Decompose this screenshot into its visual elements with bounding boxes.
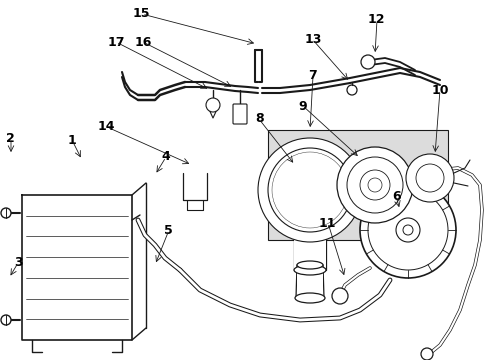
Circle shape	[289, 170, 329, 210]
Circle shape	[281, 161, 338, 219]
Text: 9: 9	[298, 100, 307, 113]
Text: 14: 14	[98, 120, 115, 133]
Circle shape	[274, 154, 345, 226]
Circle shape	[420, 348, 432, 360]
Circle shape	[367, 178, 381, 192]
Circle shape	[287, 168, 331, 212]
Circle shape	[283, 163, 336, 217]
Circle shape	[278, 158, 341, 222]
Circle shape	[285, 166, 334, 214]
FancyBboxPatch shape	[267, 130, 447, 240]
Ellipse shape	[294, 293, 325, 303]
Circle shape	[346, 157, 402, 213]
Ellipse shape	[296, 261, 323, 269]
Text: 13: 13	[304, 33, 321, 46]
Bar	[296, 265, 323, 298]
Circle shape	[205, 98, 220, 112]
Ellipse shape	[293, 185, 325, 195]
Circle shape	[405, 154, 453, 202]
Text: 11: 11	[318, 217, 336, 230]
Text: 16: 16	[134, 36, 152, 49]
Text: 8: 8	[254, 112, 263, 125]
Text: 12: 12	[367, 13, 385, 26]
Text: 2: 2	[6, 132, 15, 145]
Circle shape	[359, 182, 455, 278]
Circle shape	[367, 190, 447, 270]
FancyBboxPatch shape	[232, 104, 246, 124]
Circle shape	[271, 152, 347, 228]
Circle shape	[402, 225, 412, 235]
Circle shape	[267, 148, 351, 232]
Ellipse shape	[293, 265, 325, 275]
Circle shape	[258, 138, 361, 242]
Circle shape	[359, 170, 389, 200]
Circle shape	[1, 208, 11, 218]
Text: 10: 10	[430, 84, 448, 96]
Circle shape	[395, 218, 419, 242]
Circle shape	[299, 180, 319, 200]
Text: 7: 7	[308, 69, 317, 82]
Circle shape	[360, 55, 374, 69]
Text: 17: 17	[107, 36, 124, 49]
Circle shape	[346, 85, 356, 95]
Circle shape	[276, 157, 343, 224]
Circle shape	[331, 288, 347, 304]
Circle shape	[415, 164, 443, 192]
Bar	[293, 190, 325, 270]
Text: 1: 1	[68, 134, 77, 147]
Text: 6: 6	[391, 190, 400, 203]
Text: 15: 15	[133, 7, 150, 20]
Text: 5: 5	[164, 224, 173, 237]
Text: 4: 4	[162, 150, 170, 163]
Circle shape	[278, 159, 341, 221]
Circle shape	[336, 147, 412, 223]
Circle shape	[1, 315, 11, 325]
Text: 3: 3	[14, 256, 23, 269]
